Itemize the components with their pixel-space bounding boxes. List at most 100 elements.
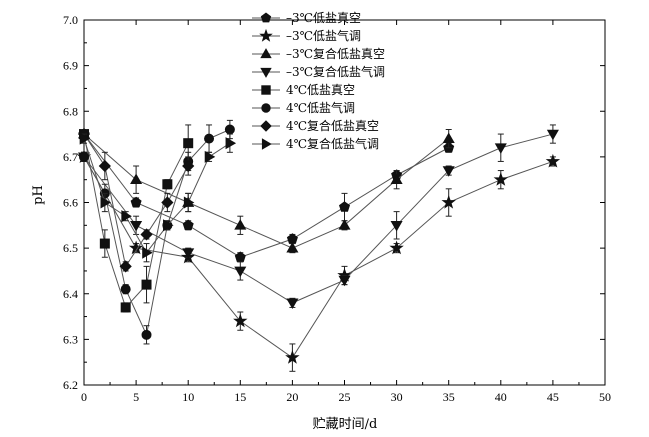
y-tick-label: 6.6 [63,196,78,210]
legend-marker [260,12,272,23]
legend-label: –3℃复合低盐气调 [286,64,385,79]
data-point [224,124,235,135]
x-tick-label: 10 [182,390,194,404]
data-point [182,248,195,259]
data-point [286,241,299,253]
y-tick-label: 6.7 [63,150,78,164]
data-point [204,133,215,144]
series-line [83,129,231,337]
data-point [119,260,132,273]
x-tick-label: 45 [547,390,559,404]
y-axis-title: pH [31,185,46,205]
legend-label: –3℃低盐气调 [286,28,361,43]
series-line [83,133,189,268]
series-layer [76,119,561,372]
data-point [79,132,91,145]
data-point [442,166,455,177]
data-point [121,210,132,223]
series-line [83,133,554,304]
legend-item: –3℃低盐真空 [252,11,361,25]
data-point [130,220,143,232]
legend-label: 4℃低盐真空 [286,83,355,97]
x-tick-label: 15 [234,390,246,404]
data-point [286,298,299,310]
data-point [390,220,403,232]
series-line [83,133,450,249]
x-tick-label: 0 [81,390,87,404]
data-point [338,201,351,212]
y-tick-label: 6.3 [63,332,78,346]
x-tick-label: 25 [339,390,351,404]
legend-item: –3℃复合低盐气调 [252,64,385,79]
data-point [120,284,131,295]
legend-item: –3℃复合低盐真空 [252,46,385,61]
legend-label: –3℃复合低盐真空 [286,46,385,61]
data-point [182,159,195,173]
data-point [285,350,300,364]
legend-item: 4℃复合低盐气调 [252,136,379,151]
legend-marker [261,138,272,150]
data-point [338,275,351,287]
series-line [83,138,231,254]
data-point [120,302,131,313]
data-point [98,159,111,173]
data-point [130,173,143,185]
data-point [286,233,298,244]
legend-label: 4℃低盐气调 [286,100,355,115]
data-point [546,129,559,141]
data-point [141,279,152,290]
data-point [163,219,174,232]
data-point [183,138,194,149]
series-1 [78,128,455,263]
y-axis: 6.2 6.3 6.4 6.5 6.6 6.7 6.8 6.9 7.0 [63,13,605,392]
series-line [83,133,189,309]
x-axis-title: 贮藏时间/d [313,417,378,432]
y-tick-label: 7.0 [63,13,78,27]
data-point [79,151,89,162]
x-axis: 0 5 10 15 20 25 30 35 40 45 50 [81,20,611,404]
legend-item: –3℃低盐气调 [252,28,361,43]
legend-label: 4℃复合低盐真空 [286,118,379,133]
data-point [141,329,152,340]
data-point [140,228,153,241]
x-tick-label: 30 [391,390,403,404]
legend-marker [260,67,272,78]
series-line [83,133,449,258]
legend-label: 4℃复合低盐气调 [286,136,379,151]
legend-item: 4℃低盐真空 [252,83,355,97]
series-2 [76,149,561,372]
data-point [338,219,351,230]
legend-marker [260,48,272,59]
data-point [234,219,247,230]
x-tick-label: 20 [286,390,298,404]
y-tick-label: 6.2 [63,378,78,392]
data-point [493,172,508,186]
data-point [183,196,195,209]
x-tick-label: 40 [495,390,507,404]
data-point [99,238,110,249]
legend-marker [261,85,271,95]
data-point [442,132,455,143]
data-point [390,173,403,185]
y-tick-label: 6.4 [63,287,78,301]
data-point [233,313,248,328]
data-point [142,246,153,259]
legend-marker [260,120,272,132]
legend-marker [261,103,271,113]
data-point [234,266,247,278]
legend-item: 4℃低盐气调 [252,100,355,115]
series-8 [79,132,237,263]
data-point [100,196,112,209]
data-point [441,194,456,209]
legend-marker [259,28,273,42]
legend-label: –3℃低盐真空 [286,11,361,25]
data-point [225,137,237,150]
data-point [204,150,216,163]
x-tick-label: 50 [599,390,611,404]
legend-item: 4℃复合低盐真空 [252,118,379,133]
y-tick-label: 6.8 [63,104,78,118]
x-tick-label: 5 [133,390,139,404]
y-tick-label: 6.9 [63,59,78,73]
data-point [162,179,173,190]
